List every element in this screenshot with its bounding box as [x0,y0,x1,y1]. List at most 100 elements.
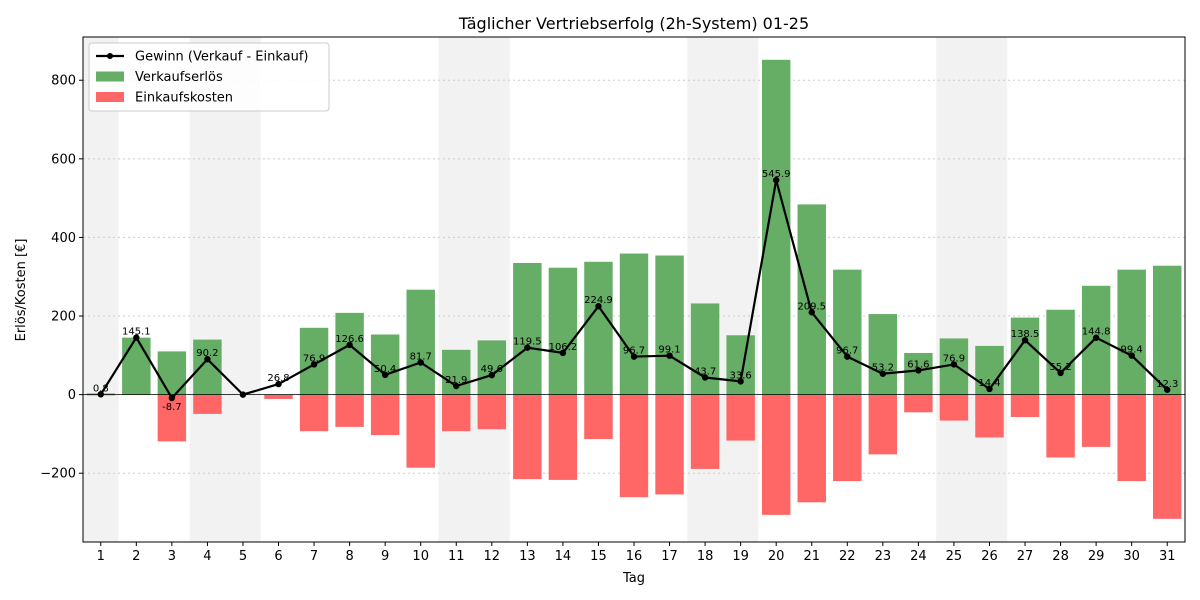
profit-line [97,176,1171,402]
weekend-bands [83,37,1008,542]
revenue-bar [797,204,826,395]
profit-data-label: 12.3 [1156,379,1178,390]
y-tick-label: 800 [51,74,76,89]
revenue-bar [833,269,862,395]
profit-data-label: 99.4 [1121,345,1143,356]
profit-data-label: 545.9 [762,169,791,180]
revenue-bar [761,59,791,395]
legend-swatch-cost [96,92,124,102]
cost-bar [584,394,613,440]
x-tick-label: 3 [168,549,176,564]
revenue-bar [619,253,649,395]
y-tick-label: 400 [51,231,76,246]
revenue-bar [584,261,613,395]
x-tick-label: 31 [1159,549,1176,564]
weekend-band [936,37,972,542]
profit-point [1164,386,1171,393]
cost-bar [619,394,649,498]
profit-data-label: 144.8 [1082,327,1111,338]
revenue-bar [690,303,720,395]
x-tick-label: 5 [239,549,247,564]
cost-bar [1081,394,1111,447]
revenue-bar [1046,309,1075,395]
profit-data-label: 99.1 [658,345,680,356]
x-tick-label: 1 [97,549,105,564]
x-tick-label: 19 [732,549,749,564]
revenue-bar [1153,265,1182,395]
cost-bar [442,394,471,432]
legend-label: Einkaufskosten [135,91,233,106]
profit-point [630,353,638,360]
legend-swatch-revenue [96,71,124,82]
cost-bar [939,394,969,421]
cost-bar [904,394,933,413]
profit-data-label: 76.9 [943,353,965,364]
data-labels: 0.8 145.1 -8.7 90.2 26.8 76.9 126.6 50.4 81.7 21.… [93,169,1179,413]
cost-bar [406,394,435,468]
x-tick-label: 11 [448,549,465,564]
cost-bar [548,394,578,480]
profit-data-label: 55.2 [1049,362,1071,373]
legend-label: Verkaufserlös [135,70,223,85]
x-tick-label: 24 [910,549,927,564]
x-tick-label: 22 [839,549,856,564]
y-axis-label: Erlös/Kosten [€] [14,239,29,342]
revenue-bar [904,352,933,395]
y-tick-label: 200 [51,310,76,325]
revenue-bar [726,335,755,395]
profit-data-label: 76.9 [303,353,325,364]
weekend-band [189,37,226,542]
cost-bar [299,394,329,432]
profit-point [1021,336,1029,344]
profit-data-label: 106.2 [549,342,578,353]
revenue-bar [370,334,400,395]
weekend-band [722,37,759,542]
profit-point [844,353,851,360]
x-tick-label: 17 [661,549,678,564]
legend-marker-profit [107,53,113,59]
profit-data-label: 53.2 [872,363,894,374]
cost-bar [761,394,791,515]
x-tick-label: 23 [875,549,892,564]
cost-bar [1046,394,1075,458]
x-tick-label: 21 [803,549,820,564]
profit-point [737,378,744,385]
chart-title: Täglicher Vertriebserfolg (2h-System) 01… [458,14,809,33]
profit-point [97,391,104,398]
cost-bar [513,394,542,480]
cost-bar [690,394,720,469]
profit-data-label: 81.7 [410,352,432,363]
profit-point [417,359,424,366]
profit-data-label: 90.2 [196,348,218,359]
profit-data-label: -8.7 [162,402,182,413]
profit-data-label: 49.6 [481,364,503,375]
legend-box [88,42,330,112]
profit-point [239,391,247,398]
profit-data-label: 21.9 [445,375,467,386]
profit-point [701,374,709,381]
revenue-bar [1010,317,1040,395]
profit-point [1092,334,1100,341]
profit-data-label: 14.4 [978,378,1000,389]
revenue-bar [406,289,435,395]
cost-bar [726,394,755,441]
revenue-bar [548,267,578,395]
revenue-bar [868,314,898,395]
profit-data-label: 96.7 [623,346,645,357]
profit-point [275,380,282,388]
profit-data-label: 145.1 [122,327,151,338]
x-tick-label: 2 [132,549,140,564]
x-tick-label: 15 [590,549,607,564]
profit-data-label: 138.5 [1011,329,1040,340]
profit-point [453,382,460,390]
x-tick-label: 14 [555,549,572,564]
x-axis-label: Tag [622,571,645,586]
x-tick-label: 13 [519,549,536,564]
profit-point [772,176,780,184]
cost-bar [193,394,222,414]
weekend-band [438,37,475,542]
x-tick-label: 25 [946,549,963,564]
profit-point [488,371,496,379]
profit-point [986,385,993,393]
profit-data-label: 224.9 [584,295,613,306]
